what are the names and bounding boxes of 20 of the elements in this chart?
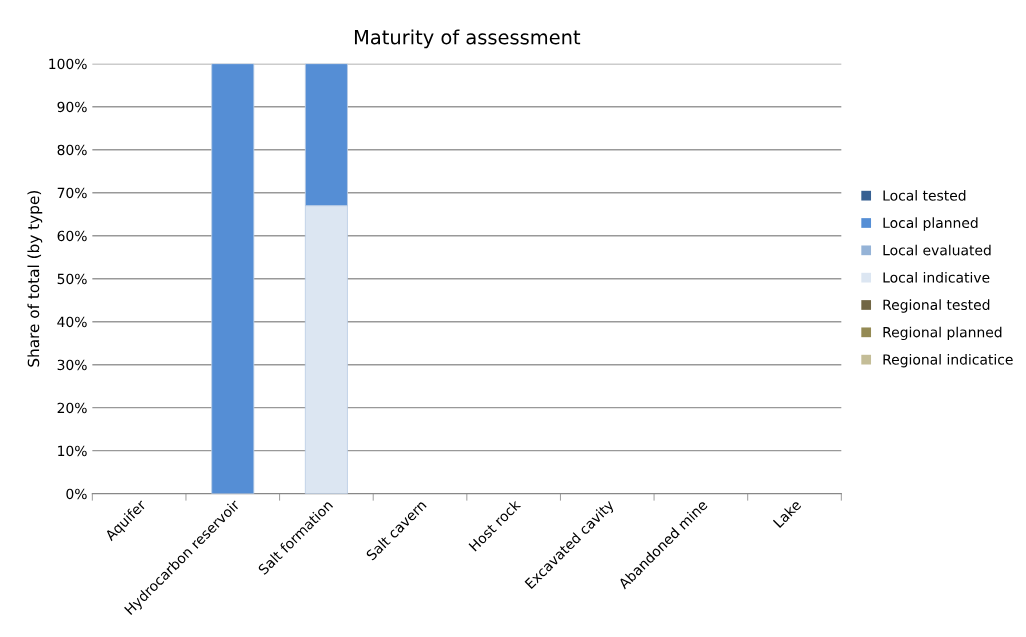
legend-label: Local tested: [883, 189, 966, 201]
legend-label: Local evaluated: [883, 244, 991, 256]
y-tick-label: 60%: [57, 230, 87, 242]
legend-label: Regional planned: [883, 326, 1002, 341]
y-tick-label: 100%: [49, 58, 87, 70]
legend-label: Local planned: [883, 217, 978, 231]
y-tick-label: 70%: [57, 187, 87, 199]
y-tick-label: 80%: [57, 144, 87, 156]
y-tick-label: 10%: [58, 445, 87, 457]
legend-label: Regional indicatice: [883, 353, 1013, 368]
chart-title: Maturity of assessment: [354, 29, 581, 49]
y-tick-label: 20%: [57, 402, 87, 414]
y-tick-label: 90%: [57, 101, 87, 113]
legend-label: Local indicative: [883, 271, 990, 283]
legend-label: Regional tested: [883, 299, 990, 313]
y-tick-label: 30%: [57, 359, 87, 371]
y-tick-label: 0%: [66, 488, 87, 500]
y-tick-label: 40%: [57, 316, 87, 328]
y-axis-title: Share of total (by type): [27, 191, 43, 367]
y-tick-label: 50%: [57, 273, 87, 285]
